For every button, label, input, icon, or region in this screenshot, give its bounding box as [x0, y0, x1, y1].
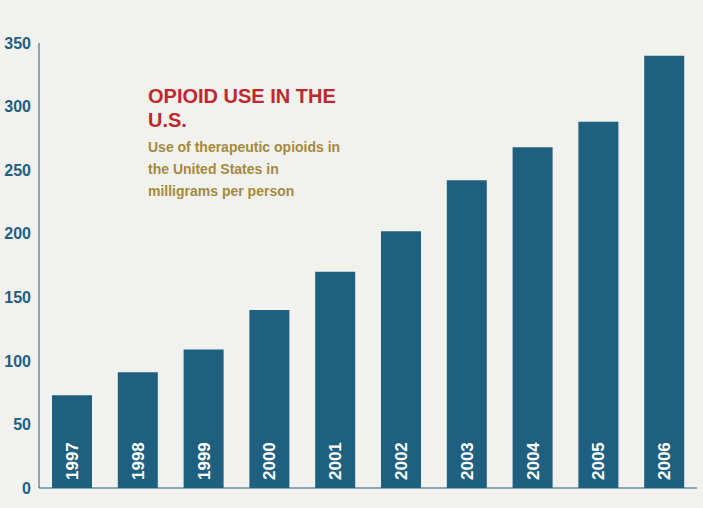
svg-text:250: 250 — [4, 162, 31, 179]
svg-text:2006: 2006 — [655, 442, 674, 480]
svg-text:0: 0 — [22, 480, 31, 497]
svg-text:350: 350 — [4, 35, 31, 52]
svg-text:1998: 1998 — [129, 442, 148, 480]
svg-text:300: 300 — [4, 98, 31, 115]
svg-text:50: 50 — [13, 416, 31, 433]
svg-text:2001: 2001 — [326, 442, 345, 480]
svg-text:1999: 1999 — [195, 442, 214, 480]
svg-text:2002: 2002 — [392, 442, 411, 480]
svg-text:2000: 2000 — [260, 442, 279, 480]
svg-text:2003: 2003 — [458, 442, 477, 480]
svg-text:100: 100 — [4, 353, 31, 370]
svg-text:200: 200 — [4, 225, 31, 242]
svg-text:2005: 2005 — [589, 442, 608, 480]
html-text:OPIOID USE IN THE U.S.: OPIOID USE IN THE U.S. — [148, 85, 336, 131]
svg-text:1997: 1997 — [63, 442, 82, 480]
svg-text:2004: 2004 — [524, 442, 543, 480]
svg-text:150: 150 — [4, 289, 31, 306]
html-text:Use of therapeutic opioids in: Use of therapeutic opioids in the United… — [148, 139, 341, 199]
